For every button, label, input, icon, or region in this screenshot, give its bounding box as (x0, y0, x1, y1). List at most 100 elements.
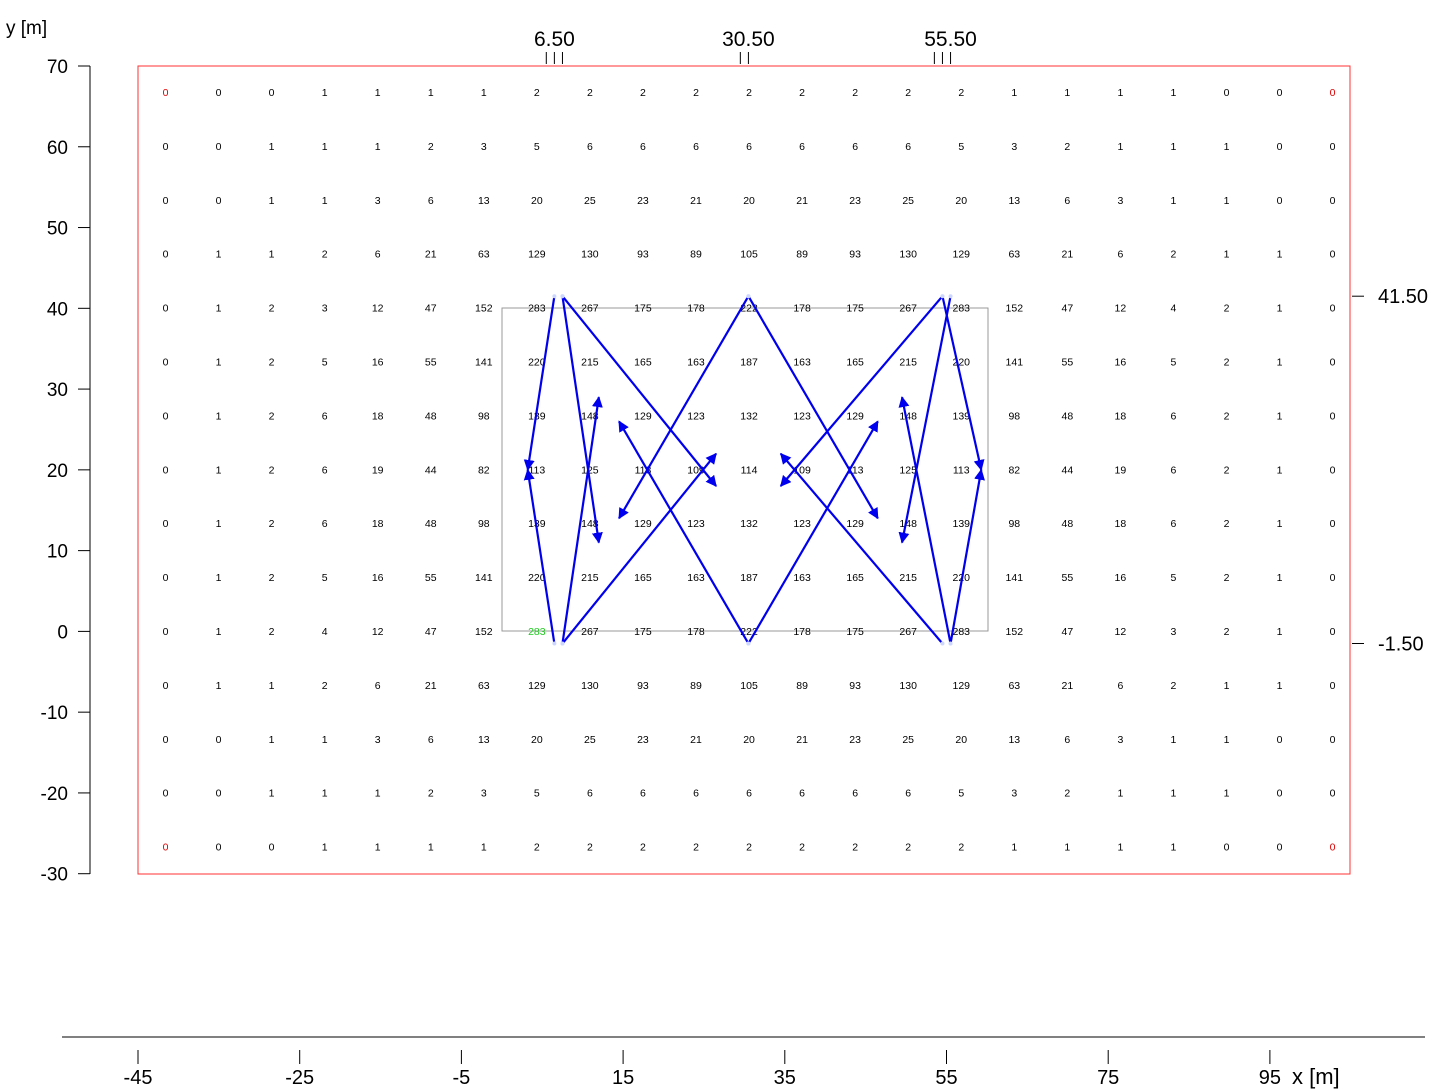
grid-value: 1 (1277, 464, 1283, 476)
grid-value: 187 (740, 572, 758, 584)
grid-value: 1 (375, 87, 381, 99)
grid-value: 89 (690, 249, 702, 261)
grid-value: 21 (690, 195, 702, 207)
grid-value: 0 (1330, 518, 1336, 530)
grid-value: 93 (637, 680, 649, 692)
grid-value: 105 (740, 249, 758, 261)
grid-value: 175 (846, 303, 864, 315)
grid-value: 0 (163, 357, 169, 369)
grid-value: 0 (269, 842, 275, 854)
grid-value: 6 (587, 788, 593, 800)
grid-value: 0 (1330, 141, 1336, 153)
grid-value: 0 (1277, 141, 1283, 153)
grid-value: 13 (1008, 734, 1020, 746)
grid-value: 139 (952, 410, 970, 422)
grid-value: 105 (740, 680, 758, 692)
grid-value: 2 (428, 788, 434, 800)
grid-value: 113 (635, 464, 652, 476)
grid-value: 5 (958, 141, 964, 153)
grid-value: 129 (846, 410, 864, 422)
grid-value: 130 (581, 249, 599, 261)
grid-value: 21 (796, 195, 808, 207)
grid-value: 1 (481, 842, 487, 854)
grid-value: 113 (953, 464, 970, 476)
grid-value: 1 (375, 788, 381, 800)
evaluation-zone (501, 307, 989, 632)
grid-value: 2 (905, 842, 911, 854)
grid-value: 1 (1117, 788, 1123, 800)
grid-value: 1 (269, 788, 275, 800)
grid-value: 1 (1064, 87, 1070, 99)
grid-value: 283 (528, 626, 546, 638)
grid-value: 2 (1171, 680, 1177, 692)
source-arrow (618, 295, 750, 520)
grid-value: 4 (322, 626, 328, 638)
grid-value: 220 (528, 572, 546, 584)
grid-value: 12 (372, 626, 384, 638)
grid-value: 1 (322, 842, 328, 854)
y-tick-label: -10 (41, 703, 68, 724)
grid-value: 2 (322, 680, 328, 692)
grid-value: 47 (425, 303, 437, 315)
grid-value: 152 (1006, 303, 1024, 315)
y-tick-label: 10 (47, 542, 68, 563)
grid-value: 98 (1008, 410, 1020, 422)
grid-value: 6 (693, 141, 699, 153)
grid-value: 163 (793, 572, 811, 584)
x-tick-label: 75 (1097, 1067, 1119, 1089)
source-point (552, 641, 557, 646)
grid-value: 1 (216, 357, 222, 369)
grid-value: 6 (1117, 249, 1123, 261)
grid-value: 0 (163, 410, 169, 422)
grid-value: 1 (1224, 680, 1230, 692)
grid-value: 19 (1115, 464, 1127, 476)
source-arrow (747, 420, 879, 645)
grid-value: 1 (375, 842, 381, 854)
source-point (552, 294, 557, 299)
grid-value: 0 (1330, 87, 1336, 99)
grid-value: 125 (899, 464, 917, 476)
grid-value: 1 (1011, 87, 1017, 99)
grid-value: 2 (640, 87, 646, 99)
grid-value: 178 (687, 303, 705, 315)
grid-value: 1 (322, 734, 328, 746)
y-tick-label: 40 (47, 299, 68, 320)
grid-value: 20 (955, 734, 967, 746)
grid-value: 0 (1330, 734, 1336, 746)
grid-value: 89 (796, 680, 808, 692)
grid-value: 220 (952, 357, 970, 369)
grid-value: 2 (1171, 249, 1177, 261)
grid-value: 1 (1224, 734, 1230, 746)
grid-value: 1 (269, 680, 275, 692)
grid-value: 6 (640, 141, 646, 153)
grid-value: 1 (216, 410, 222, 422)
grid-value: 283 (952, 626, 970, 638)
grid-value: 6 (799, 141, 805, 153)
grid-value: 1 (1277, 518, 1283, 530)
y-axis-label: y [m] (6, 18, 47, 39)
y-tick-label: 30 (47, 380, 68, 401)
grid-value: 47 (1062, 303, 1074, 315)
grid-value: 44 (1062, 464, 1074, 476)
grid-value: 12 (1115, 626, 1127, 638)
grid-value: 152 (475, 626, 493, 638)
grid-value: 0 (1330, 572, 1336, 584)
grid-value: 0 (1277, 842, 1283, 854)
grid-value: 1 (1277, 410, 1283, 422)
grid-value: 1 (269, 249, 275, 261)
grid-value: 6 (375, 249, 381, 261)
grid-value: 3 (1117, 734, 1123, 746)
grid-value: 98 (1008, 518, 1020, 530)
grid-value: 13 (478, 195, 490, 207)
source-point (948, 294, 953, 299)
grid-value: 1 (375, 141, 381, 153)
x-axis: -45 -25 -5 15 35 55 75 95 x [m] (62, 1036, 1425, 1089)
grid-value: 0 (1330, 464, 1336, 476)
grid-value: 5 (958, 788, 964, 800)
grid-value: 0 (1330, 842, 1336, 854)
grid-value: 93 (849, 680, 861, 692)
grid-value: 2 (693, 87, 699, 99)
grid-value: 129 (528, 249, 546, 261)
grid-value: 3 (481, 141, 487, 153)
grid-value: 1 (481, 87, 487, 99)
